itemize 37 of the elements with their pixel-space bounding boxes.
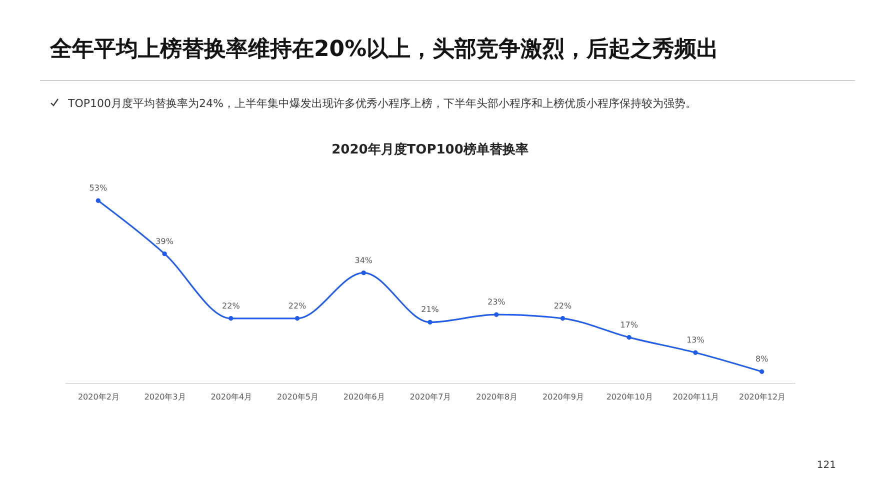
data-label: 23% bbox=[487, 298, 506, 307]
data-label: 39% bbox=[156, 236, 174, 246]
chart-subtitle: TOP100月度平均替换率为24%，上半年集中爆发出现许多优秀小程序上榜，下半年头部小程序和上榜优质小程序保持较为强势。 bbox=[68, 96, 696, 111]
point bbox=[228, 316, 234, 321]
x-tick-label: 2020年12月 bbox=[739, 392, 786, 402]
point bbox=[361, 270, 366, 276]
x-tick-label: 2020年6月 bbox=[343, 392, 385, 402]
x-tick-label: 2020年2月 bbox=[78, 392, 120, 402]
point bbox=[294, 316, 300, 321]
x-tick-label: 2020年7月 bbox=[410, 392, 452, 402]
text: 2020年月度TOP100榜单替换率 bbox=[332, 142, 528, 158]
x-tick-label: 2020年3月 bbox=[144, 392, 186, 402]
x-tick-label: 2020年11月 bbox=[672, 392, 720, 402]
x-tick-label: 2020年4月 bbox=[210, 392, 252, 402]
data-label: 8% bbox=[755, 354, 769, 364]
point bbox=[96, 198, 101, 203]
text: 121 bbox=[816, 460, 836, 471]
data-label: 21% bbox=[421, 305, 440, 314]
data-label: 22% bbox=[222, 301, 240, 310]
point bbox=[693, 350, 698, 355]
data-label: 53% bbox=[89, 184, 108, 193]
data-label: 22% bbox=[288, 301, 307, 310]
point bbox=[494, 312, 499, 317]
point bbox=[626, 335, 632, 340]
x-tick-label: 2020年8月 bbox=[476, 392, 518, 402]
x-tick-label: 2020年10月 bbox=[606, 392, 653, 402]
point bbox=[759, 369, 764, 374]
x-tick-label: 2020年5月 bbox=[277, 392, 318, 402]
point bbox=[560, 316, 566, 321]
data-label: 34% bbox=[354, 256, 373, 265]
point bbox=[162, 251, 167, 256]
point bbox=[428, 320, 432, 325]
data-label: 22% bbox=[554, 301, 572, 310]
chart-title: 全年平均上榜替换率维持在20%以上，头部竞争激烈，后起之秀频出 bbox=[50, 36, 719, 64]
data-label: 13% bbox=[686, 336, 705, 345]
x-tick-label: 2020年9月 bbox=[542, 392, 584, 402]
data-label: 17% bbox=[620, 320, 638, 330]
